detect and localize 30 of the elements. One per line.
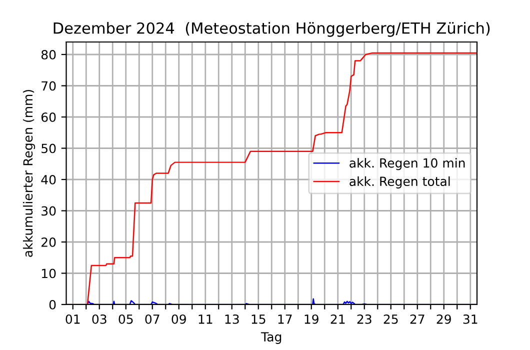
x-tick-label: 27 <box>410 314 424 324</box>
x-tick-label: 05 <box>118 314 133 324</box>
chart-title: Dezember 2024 (Meteostation Hönggerberg/ETH Zürich) <box>54 22 490 37</box>
x-tick-label: 01 <box>66 314 80 324</box>
x-tick-label: 13 <box>225 314 239 324</box>
x-tick-label: 23 <box>357 314 372 324</box>
legend-label: akk. Regen 10 min <box>350 158 465 170</box>
x-axis-title: Tag <box>261 332 282 344</box>
y-tick-label: 20 <box>42 237 56 247</box>
x-tick-label: 09 <box>172 314 186 324</box>
x-tick-label: 25 <box>384 314 398 324</box>
x-tick-label: 17 <box>278 314 292 324</box>
x-tick-label: 07 <box>145 314 160 324</box>
x-tick-label: 19 <box>304 314 318 324</box>
y-tick-label: 10 <box>42 268 56 278</box>
x-tick-label: 15 <box>252 314 266 324</box>
y-tick-label: 80 <box>41 50 56 60</box>
x-tick-label: 21 <box>330 314 345 324</box>
y-tick-label: 70 <box>42 81 56 91</box>
x-tick-label: 11 <box>198 314 212 324</box>
y-tick-label: 30 <box>42 206 56 216</box>
legend-label: akk. Regen total <box>350 176 450 188</box>
y-axis-title: akkumulierter Regen (mm) <box>22 90 36 257</box>
y-tick-label: 40 <box>41 174 56 184</box>
x-tick-label: 29 <box>436 314 451 324</box>
y-tick-label: 50 <box>42 144 56 154</box>
x-tick-label: 03 <box>92 314 106 324</box>
y-tick-label: 60 <box>41 112 56 122</box>
y-tick-label: 0 <box>49 300 56 310</box>
x-tick-label: 31 <box>463 314 478 324</box>
